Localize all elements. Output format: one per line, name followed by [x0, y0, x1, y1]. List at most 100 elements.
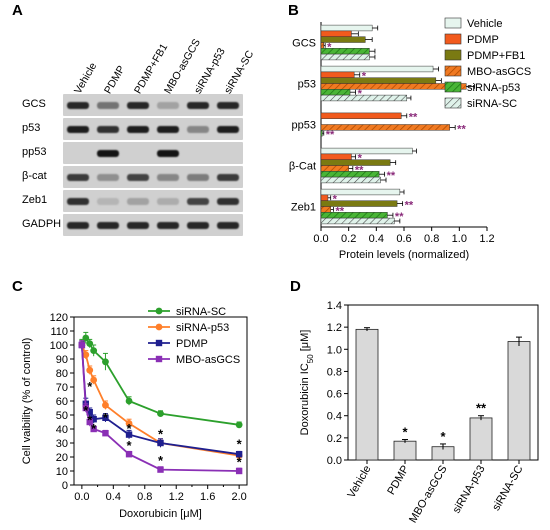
significance-mark: * [327, 41, 332, 53]
blot-band [127, 173, 149, 181]
bar-mbo-asgcs [320, 165, 349, 172]
y-tick-label: 60 [56, 396, 68, 408]
bar-mbo-asgcs [320, 206, 331, 213]
bar-sirna-sc [320, 217, 395, 225]
blot-strip-p53 [63, 118, 243, 140]
bar-pdmp [320, 153, 352, 160]
y-tick-label: 120 [50, 312, 68, 324]
significance-mark: * [440, 429, 446, 444]
significance-mark: ** [326, 129, 335, 141]
bar-pdmp [393, 440, 417, 461]
lane-label-vehicle: Vehicle [72, 60, 100, 96]
bar-pdmp [320, 30, 352, 37]
significance-mark: ** [476, 401, 487, 416]
x-tick-label: 0.8 [424, 233, 439, 245]
y-tick-label: 0 [62, 480, 68, 492]
significance-star: * [158, 427, 164, 442]
legend-label-pdmp-fb1: PDMP+FB1 [467, 50, 525, 62]
point-mbo-asgcs [157, 466, 164, 473]
y-tick-label: 0.0 [327, 455, 342, 467]
x-tick-label: 0.0 [74, 491, 89, 503]
category-label-zeb1: Zeb1 [291, 202, 316, 214]
bar-pdmp [320, 112, 402, 119]
significance-star: * [87, 379, 93, 394]
blot-strip-cat [63, 166, 243, 188]
bar-vehicle [320, 65, 434, 73]
blot-band [67, 101, 89, 109]
panel-c-letter: C [12, 278, 23, 295]
significance-mark: ** [457, 123, 466, 135]
blot-band [97, 221, 119, 229]
blot-band [157, 173, 179, 181]
bar-mbo-asgcs [320, 83, 467, 90]
point-sirna-sc [90, 347, 98, 354]
point-sirna-p53 [125, 420, 133, 427]
bar-sirna-p53 [320, 171, 380, 178]
legend-label-mbo-asgcs: MBO-asGCS [176, 354, 240, 366]
point-sirna-p53 [102, 401, 109, 409]
legend-swatch-sirna-p53 [444, 81, 462, 93]
significance-mark: * [358, 88, 363, 100]
point-mbo-asgcs [125, 451, 133, 458]
bar-sirna-p53 [320, 89, 351, 96]
bar-pdmp-fb1 [320, 77, 437, 84]
point-mbo-asgcs [102, 430, 109, 437]
blot-band [157, 197, 179, 205]
y-tick-label: 70 [56, 382, 68, 394]
western-blot-panel: Vehicle PDMP PDMP+FB1 MBO-asGCS siRNA-p53 siR… [0, 0, 275, 265]
significance-mark: * [402, 425, 408, 440]
significance-star: * [127, 438, 133, 453]
y-tick-label: 50 [56, 410, 68, 422]
point-mbo-asgcs [82, 404, 89, 412]
x-tick-label-sirna-sc: siRNA-SC [490, 463, 525, 512]
bar-vehicle [320, 24, 373, 32]
y-tick-label: 110 [50, 326, 68, 338]
legend-marker-sirna-p53 [155, 323, 163, 331]
legend-swatch-mbo-asgcs [444, 65, 462, 77]
blot-band [217, 221, 239, 229]
lane-label-pdmp: PDMP [102, 63, 128, 96]
y-tick-label: 0.8 [327, 366, 342, 378]
y-axis-label-part: [μM] [299, 330, 311, 355]
category-label-pp53: pp53 [292, 120, 316, 132]
significance-mark: * [358, 153, 363, 165]
significance-star: * [127, 421, 133, 436]
blot-band [97, 173, 119, 181]
blot-band [67, 197, 89, 205]
legend-label-vehicle: Vehicle [467, 18, 502, 30]
x-tick-label: 0.4 [369, 233, 384, 245]
significance-mark: ** [409, 112, 418, 124]
panel-a-letter: A [12, 2, 23, 19]
point-sirna-p53 [82, 351, 90, 359]
bar-sirna-sc [320, 94, 408, 102]
blot-band [217, 173, 239, 181]
point-pdmp [235, 451, 243, 458]
x-tick-label: 1.2 [169, 491, 184, 503]
legend-label-mbo-asgcs: MBO-asGCS [467, 66, 531, 78]
x-tick-label: 0.4 [106, 491, 121, 503]
bar-sirna-sc [320, 176, 381, 184]
y-tick-label: 0.2 [327, 433, 342, 445]
x-axis-label: Protein levels (normalized) [339, 249, 469, 261]
blot-band [97, 197, 119, 205]
blot-band [217, 197, 239, 205]
y-tick-label: 80 [56, 368, 68, 380]
legend-marker-mbo-asgcs [155, 355, 163, 363]
x-tick-label: 2.0 [231, 491, 246, 503]
x-tick-label-pdmp: PDMP [385, 464, 411, 498]
x-tick-label-sirna-p53: siRNA-p53 [451, 464, 488, 516]
point-pdmp [102, 414, 109, 421]
panel-b-letter: B [288, 2, 299, 19]
blot-band [187, 101, 209, 109]
blot-band [157, 101, 179, 109]
blot-band [67, 125, 89, 133]
y-axis-label: Doxorubicin IC50 [μM] [299, 330, 315, 436]
blot-band [187, 221, 209, 229]
bar-sirna-p53 [320, 130, 323, 137]
blot-band [127, 101, 149, 109]
point-mbo-asgcs [90, 425, 97, 433]
y-tick-label: 1.0 [327, 344, 342, 356]
blot-band [67, 221, 89, 229]
blot-row-label-gcs: GCS [22, 98, 46, 110]
point-sirna-sc [86, 340, 94, 347]
